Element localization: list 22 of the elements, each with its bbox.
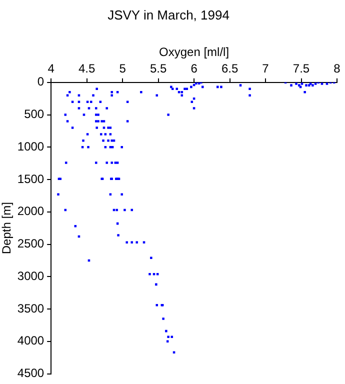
y-tick-label: 3000 xyxy=(17,268,44,283)
x-tick-label: 5 xyxy=(119,62,126,76)
y-tick-label: 1000 xyxy=(17,139,44,154)
y-axis-title: Depth [m] xyxy=(0,202,14,254)
y-tick-label: 0 xyxy=(37,74,44,89)
chart-title: JSVY in March, 1994 xyxy=(108,7,230,22)
x-tick-label: 8 xyxy=(334,62,341,76)
y-tick-label: 2500 xyxy=(17,236,44,251)
y-tick-label: 4000 xyxy=(17,334,44,348)
y-tick-label: 3500 xyxy=(17,301,44,316)
y-tick-label: 500 xyxy=(24,107,44,122)
x-tick-label: 4 xyxy=(48,62,55,76)
y-tick-label: 1500 xyxy=(17,172,44,186)
x-tick-label: 5.5 xyxy=(150,62,167,76)
x-tick-label: 7.5 xyxy=(292,62,310,76)
x-tick-label: 4.5 xyxy=(78,62,96,76)
x-axis-title: Oxygen [ml/l] xyxy=(159,45,230,60)
y-tick-label: 2000 xyxy=(17,204,44,218)
y-tick-label: 4500 xyxy=(17,366,44,380)
x-tick-label: 7 xyxy=(262,62,270,76)
x-tick-label: 6 xyxy=(190,62,198,76)
x-tick-label: 6.5 xyxy=(221,62,238,76)
